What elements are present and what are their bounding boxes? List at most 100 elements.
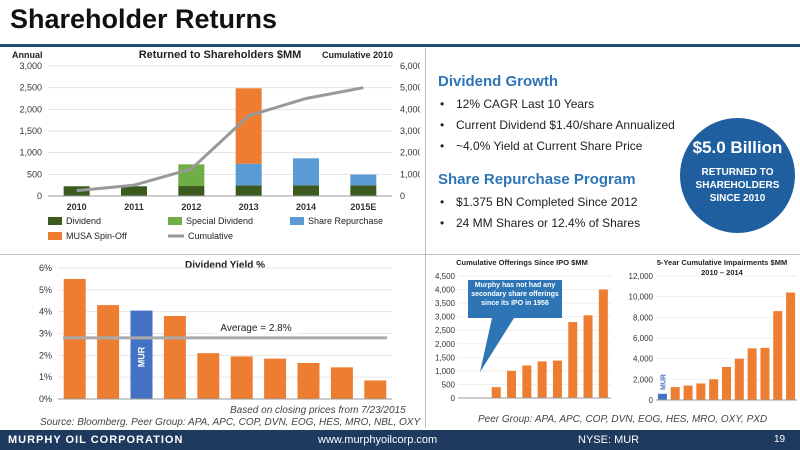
chart1-y2-tick: 5,000 [400,83,420,93]
chart3-y-tick: 2,500 [435,326,456,335]
chart1-right-axis-label: Cumulative 2010 [322,50,393,60]
chart2-bar [264,358,287,399]
chart2-y-tick: 2% [39,350,52,360]
chart1-y2-tick: 1,000 [400,169,420,179]
dividend-yield-chart: Dividend Yield % 0% 1% 2% 3% 4% 5% 6% MUR Average… [39,260,392,404]
chart2-bar-mur [130,310,153,399]
chart1-y-tick: 3,000 [19,61,42,71]
chart4-y-tick: 0 [649,396,654,405]
share-repurchase-heading: Share Repurchase Program [438,171,636,188]
chart1-legend-label: Special Dividend [186,216,253,226]
chart1-y-tick: 1,000 [19,148,42,158]
chart2-bar [230,356,253,399]
chart2-bar [197,353,220,399]
dividend-growth-heading: Dividend Growth [438,73,558,90]
chart1-bar-dividend [121,186,147,196]
chart1-bar-dividend [63,186,90,196]
horizontal-divider [0,254,800,255]
chart3-bar [552,360,562,398]
chart1-bar-share-repurchase [350,174,377,186]
chart3-y-tick: 1,000 [435,367,456,376]
dividend-yield-source: Source: Bloomberg. Peer Group: APA, APC,… [40,417,421,428]
chart1-legend-label: MUSA Spin-Off [66,231,127,241]
chart1-legend-swatch [168,217,182,225]
chart4-title: 5-Year Cumulative Impairments $MM [657,258,787,267]
chart1-bar-dividend [178,186,205,196]
chart2-bar [163,316,186,399]
chart2-title: Dividend Yield % [185,260,265,271]
returned-total-caption: RETURNED TO SHAREHOLDERS SINCE 2010 [695,167,780,204]
chart2-average-label: Average = 2.8% [220,323,291,334]
chart4-y-tick: 10,000 [629,293,654,302]
chart1-bar-share-repurchase [293,158,319,186]
chart4-bar [696,383,706,400]
chart3-y-tick: 2,000 [435,340,456,349]
chart1-y-tick: 0 [37,191,42,201]
chart3-y-tick: 1,500 [435,353,456,362]
chart2-y-tick: 5% [39,285,52,295]
returned-total-badge: $5.0 Billion RETURNED TO SHAREHOLDERS SI… [680,118,795,233]
chart1-y2-tick: 4,000 [400,104,420,114]
chart1-legend-swatch [290,217,304,225]
repurchase-bullet-2: 24 MM Shares or 12.4% of Shares [440,216,640,230]
chart4-bar [734,358,744,400]
chart1-x-tick: 2010 [67,202,87,212]
chart4-bar [747,348,757,400]
chart3-bar [491,387,501,398]
chart4-y-tick: 2,000 [633,375,654,384]
chart1-y-tick: 2,000 [19,104,42,114]
chart1-y2-tick: 0 [400,191,405,201]
chart1-legend-label: Cumulative [188,231,233,241]
chart1-x-tick: 2013 [239,202,259,212]
footer-page-number: 19 [774,434,786,445]
chart4-y-tick: 6,000 [633,334,654,343]
chart2-mur-label: MUR [137,346,147,367]
repurchase-bullet-1: $1.375 BN Completed Since 2012 [440,195,637,209]
chart3-y-tick: 3,500 [435,299,456,308]
chart3-bar [507,370,517,398]
chart4-bar [786,292,796,400]
footer-url[interactable]: www.murphyoilcorp.com [318,434,438,446]
chart1-x-tick: 2014 [296,202,316,212]
chart2-bar [364,380,387,399]
chart3-bar [537,361,547,398]
chart1-legend-label: Dividend [66,216,101,226]
vertical-divider [425,48,426,428]
chart3-callout-text-wrap: Murphy has not had any secondary share o… [471,282,559,307]
chart4-bar [670,387,680,400]
chart1-y-tick: 1,500 [19,126,42,136]
chart2-bar [97,305,120,399]
chart2-y-tick: 0% [39,394,52,404]
chart4-bar [722,366,731,400]
chart1-x-tick: 2012 [181,202,201,212]
chart3-callout-text: Murphy has not had any secondary share o… [471,282,559,307]
chart1-bar-musa-spin-off [235,88,262,164]
chart3-y-tick: 4,500 [435,272,456,281]
footer-company: MURPHY OIL CORPORATION [8,434,184,446]
chart1-legend-swatch [48,232,62,240]
chart1-legend-label: Share Repurchase [308,216,383,226]
chart4-mur-label: MUR [660,374,667,390]
chart4-bar [709,379,719,400]
chart2-bar [330,367,353,399]
chart3-y-tick: 4,000 [435,286,456,295]
chart4-bar-mur [657,393,667,400]
chart2-y-tick: 1% [39,372,52,382]
chart4-y-tick: 4,000 [633,355,654,364]
chart2-y-tick: 4% [39,307,52,317]
chart3-bar [583,315,593,398]
impairments-peer-group: Peer Group: APA, APC, COP, DVN, EOG, HES… [478,414,768,425]
chart3-callout-shape [468,280,562,372]
chart1-x-tick: 2015E [350,202,376,212]
chart4-subtitle: 2010 – 2014 [701,268,744,277]
chart4-bar [683,385,693,400]
chart3-title: Cumulative Offerings Since IPO $MM [456,258,588,267]
chart1-cumulative-line [76,86,364,193]
chart4-y-tick: 8,000 [633,313,654,322]
chart1-y2-tick: 2,000 [400,148,420,158]
chart1-bar-dividend [350,185,377,196]
chart1-x-tick: 2011 [124,202,144,212]
dividend-bullet-1: 12% CAGR Last 10 Years [440,97,594,111]
chart1-bar-share-repurchase [235,163,262,186]
footer-ticker: NYSE: MUR [578,434,640,446]
